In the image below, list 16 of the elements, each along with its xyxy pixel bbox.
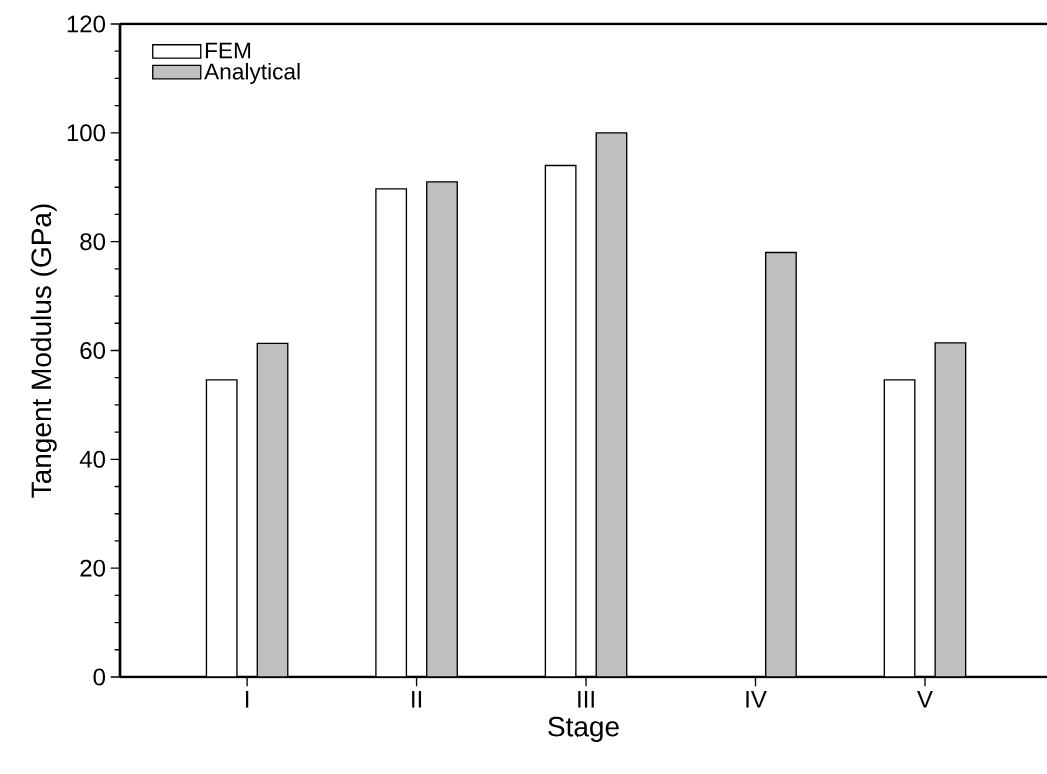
y-tick-label: 60 <box>80 341 106 359</box>
y-tick-label: 100 <box>67 124 106 142</box>
y-axis-title: Tangent Modulus (GPa) <box>30 204 57 498</box>
y-tick-label: 0 <box>93 668 106 686</box>
y-tick-label: 40 <box>79 450 106 468</box>
legend-label: Analytical <box>204 62 300 85</box>
y-tick-label: 120 <box>67 15 106 33</box>
x-tick-label: II <box>412 691 422 708</box>
x-tick-label: III <box>578 691 594 708</box>
x-tick-label: I <box>245 691 249 708</box>
x-tick-label: V <box>917 691 933 708</box>
x-axis-title: Stage <box>548 716 619 743</box>
y-tick-label: 20 <box>80 559 106 577</box>
y-tick-label: 80 <box>80 233 106 251</box>
x-tick-label: IV <box>746 691 767 708</box>
legend-label: FEM <box>205 42 251 59</box>
